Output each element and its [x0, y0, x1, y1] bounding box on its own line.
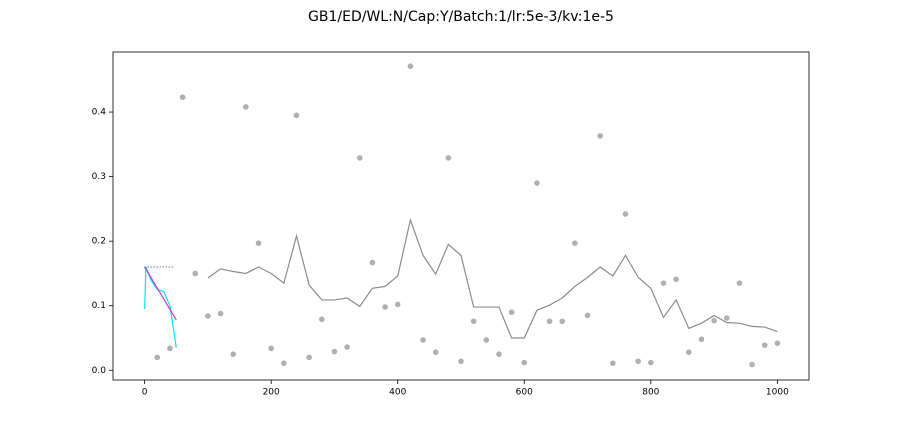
series-line: [144, 266, 177, 348]
x-tick-label: 1000: [766, 388, 789, 398]
scatter-point: [508, 309, 515, 316]
scatter-point: [534, 180, 540, 186]
scatter-point: [230, 351, 237, 357]
scatter-point: [319, 316, 325, 323]
scatter-point: [192, 270, 199, 277]
x-tick-label: 600: [516, 388, 533, 398]
chart-title: GB1/ED/WL:N/Cap:Y/Batch:1/lr:5e-3/kv:1e-…: [308, 9, 614, 25]
scatter-point: [470, 318, 477, 325]
scatter-point: [723, 315, 730, 321]
scatter-point: [394, 301, 401, 308]
scatter-point: [306, 354, 312, 361]
scatter-point: [559, 318, 566, 325]
scatter-point: [458, 358, 464, 365]
y-tick-label: 0.1: [92, 301, 106, 311]
scatter-point: [622, 211, 629, 217]
scatter-point: [496, 351, 502, 357]
scatter-point: [369, 259, 376, 266]
scatter-point: [698, 336, 705, 343]
scatter-point: [420, 337, 426, 343]
x-tick-label: 800: [642, 388, 659, 398]
x-tick-label: 0: [142, 388, 148, 398]
scatter-point: [293, 112, 300, 119]
scatter-point: [584, 312, 591, 319]
y-tick-label: 0.2: [92, 237, 106, 247]
scatter-point: [268, 345, 274, 352]
scatter-point: [217, 310, 224, 317]
scatter-point: [167, 345, 173, 352]
plot-frame: [112, 51, 810, 381]
scatter-point: [407, 63, 414, 70]
scatter-point: [610, 360, 616, 367]
scatter-point: [685, 349, 692, 356]
scatter-point: [483, 337, 490, 343]
scatter-point: [521, 359, 528, 366]
scatter-point: [673, 276, 679, 283]
scatter-point: [774, 340, 781, 346]
series-line: [144, 266, 177, 321]
series-line: [207, 217, 778, 339]
scatter-point: [635, 358, 641, 365]
scatter-point: [331, 348, 338, 355]
y-tick-label: 0.0: [92, 366, 107, 376]
scatter-point: [572, 240, 578, 246]
scatter-point: [344, 344, 350, 350]
scatter-point: [255, 240, 262, 246]
scatter-point: [761, 342, 768, 348]
scatter-point: [154, 354, 161, 361]
scatter-point: [243, 104, 249, 110]
scatter-point: [432, 349, 439, 356]
scatter-point: [179, 94, 186, 100]
y-tick-label: 0.3: [92, 172, 106, 182]
scatter-point: [660, 280, 667, 286]
x-tick-label: 400: [389, 388, 406, 398]
scatter-point: [445, 155, 452, 161]
scatter-point: [382, 304, 388, 310]
scatter-point: [597, 133, 603, 139]
scatter-point: [205, 313, 211, 319]
scatter-point: [356, 155, 363, 161]
x-tick-label: 200: [263, 388, 280, 398]
scatter-point: [749, 361, 755, 368]
scatter-point: [281, 360, 287, 367]
scatter-point: [648, 359, 654, 366]
scatter-point: [736, 280, 743, 286]
y-tick-label: 0.4: [92, 108, 107, 118]
scatter-point: [711, 317, 717, 324]
scatter-point: [546, 318, 553, 325]
